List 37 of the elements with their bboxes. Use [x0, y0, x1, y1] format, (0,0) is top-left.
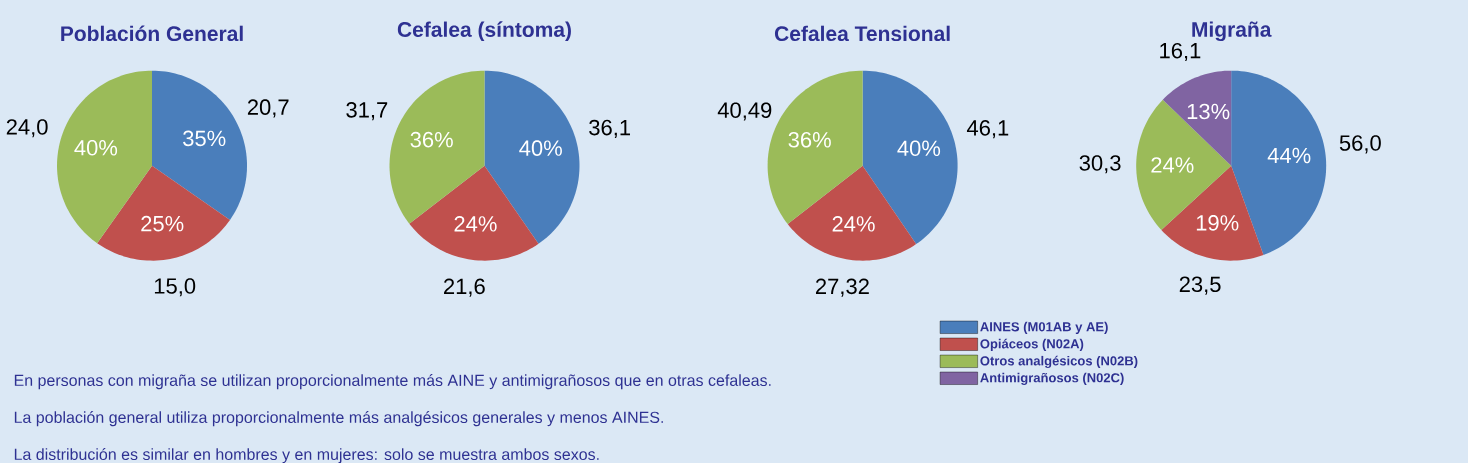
text: 25%: [141, 215, 184, 232]
text: 35%: [183, 130, 226, 147]
text: 19%: [1196, 215, 1239, 231]
legend-label: AINES (M01AB y AE): [980, 321, 1108, 334]
data-label: 30,3: [1079, 155, 1121, 174]
text: La distribución es similar en hombres y en mujeres: solo se muestra ambos sexos.: [14, 448, 599, 463]
data-label: 36,1: [589, 119, 631, 138]
text: 36%: [788, 132, 831, 148]
text: La población general utiliza proporcionalmente más analgésicos generales y menos AINES.: [14, 411, 663, 427]
legend-label: Antimigrañosos (N02C): [980, 372, 1124, 386]
data-label: 46,1: [966, 120, 1009, 139]
text: 40%: [897, 140, 941, 157]
data-label: 16,1: [1160, 42, 1201, 62]
text: 40%: [519, 140, 562, 156]
text: 44%: [1267, 147, 1311, 164]
data-label: 31,7: [346, 102, 388, 121]
legend-label: Opiáceos (N02A): [980, 338, 1084, 351]
chart-title: Migraña: [1192, 21, 1272, 42]
data-label: 24,0: [6, 119, 48, 138]
chart-title: Cefalea Tensional: [774, 25, 950, 42]
text: En personas con migraña se utilizan proporcionalmente más AINE y antimigrañosos que en otras cefaleas.: [14, 374, 771, 390]
text: 24%: [832, 216, 875, 232]
data-label: 27,32: [815, 278, 869, 297]
data-label: 21,6: [444, 278, 485, 297]
chart-title: Cefalea (síntoma): [397, 21, 571, 42]
text: 24%: [454, 216, 497, 232]
text: 24%: [1151, 157, 1194, 173]
data-label: 15,0: [154, 278, 196, 297]
data-label: 23,5: [1179, 276, 1221, 295]
text: 36%: [410, 131, 453, 148]
chart-title: Población General: [61, 25, 243, 42]
data-label: 56,0: [1339, 135, 1381, 154]
text: 40%: [74, 140, 118, 156]
text: 13%: [1187, 103, 1230, 120]
data-label: 40,49: [717, 102, 772, 121]
data-label: 20,7: [247, 99, 289, 118]
legend-label: Otros analgésicos (N02B): [980, 355, 1138, 369]
